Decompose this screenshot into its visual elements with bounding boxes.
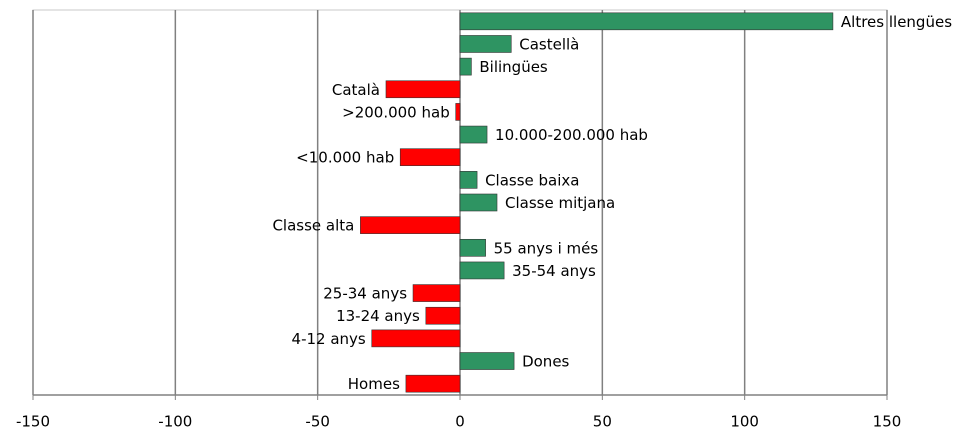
bar-label: Homes [348, 375, 400, 393]
bar [459, 57, 472, 76]
bar-label: 4-12 anys [292, 330, 366, 348]
bar-label: Bilingües [479, 58, 548, 76]
x-tick-label: 100 [730, 413, 759, 431]
bar-label: >200.000 hab [342, 103, 450, 121]
bar [459, 193, 498, 212]
bar-label: 25-34 anys [323, 285, 407, 303]
bar [405, 374, 461, 393]
bar [459, 171, 478, 189]
bar [459, 261, 505, 280]
bar [459, 35, 512, 53]
bar-label: 10.000-200.000 hab [495, 126, 648, 144]
x-tick-label: 0 [455, 413, 465, 431]
x-tick-label: -100 [158, 413, 192, 431]
bar [425, 306, 461, 325]
x-tick-label: -150 [16, 413, 50, 431]
bar [459, 352, 515, 370]
bar-label: Altres llengües [841, 13, 952, 31]
bar [412, 284, 461, 302]
bar [455, 103, 461, 121]
bar-label: 35-54 anys [512, 262, 596, 280]
bar-label: Castellà [519, 35, 579, 53]
bar [459, 238, 486, 257]
bar-label: Classe baixa [485, 171, 579, 189]
x-tick-label: 50 [593, 413, 612, 431]
bar [459, 125, 488, 144]
bar [360, 216, 461, 234]
bar [459, 12, 834, 31]
bar [371, 329, 461, 348]
bar [399, 148, 461, 167]
bar-label: Català [332, 81, 380, 99]
bar-label: 55 anys i més [494, 239, 599, 257]
bar-label: Classe alta [272, 217, 354, 235]
x-tick-label: 150 [873, 413, 902, 431]
bar-label: 13-24 anys [336, 307, 420, 325]
x-tick-label: -50 [305, 413, 330, 431]
bar-label: Dones [522, 353, 569, 371]
bar-label: Classe mitjana [505, 194, 615, 212]
bar-label: <10.000 hab [296, 149, 394, 167]
bar [385, 80, 461, 99]
